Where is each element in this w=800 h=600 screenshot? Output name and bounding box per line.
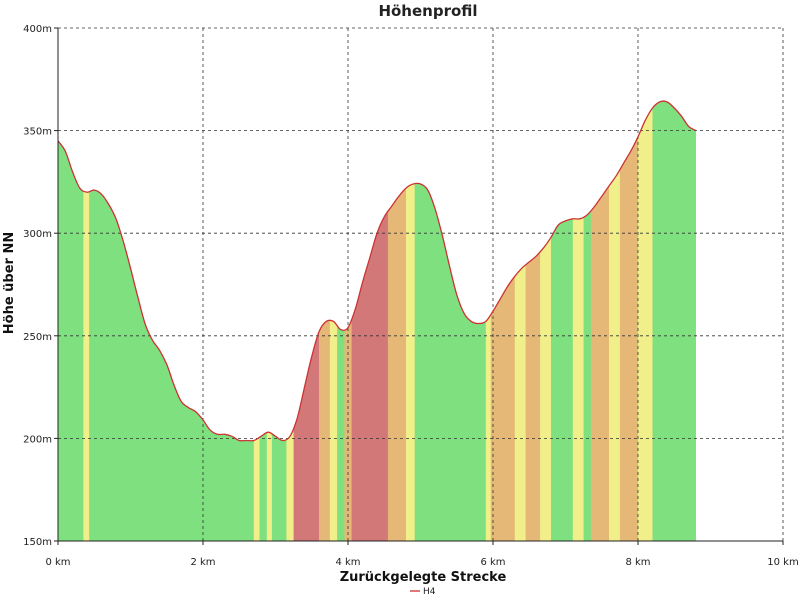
y-tick-label: 150m: [23, 537, 52, 548]
x-tick-label: 10 km: [767, 557, 798, 568]
y-tick-label: 350m: [23, 127, 52, 138]
fill-band-green: [583, 101, 592, 541]
legend-label-h4: H4: [423, 587, 436, 597]
x-axis-ticks: 0 km 2 km 4 km 6 km 8 km 10 km: [45, 541, 799, 568]
series-line-h4: [57, 100, 697, 442]
chart-title: Höhenprofil: [378, 2, 477, 20]
fill-band-yellow: [406, 101, 416, 541]
fill-band-yellow: [514, 101, 527, 541]
y-tick-label: 250m: [23, 332, 52, 343]
grid: [58, 27, 784, 541]
y-tick-label: 200m: [23, 434, 52, 445]
fill-band-orange: [619, 101, 639, 541]
x-tick-label: 2 km: [190, 557, 215, 568]
x-tick-label: 4 km: [335, 557, 360, 568]
fill-band-orange: [590, 101, 610, 541]
axes: [57, 28, 783, 542]
fill-band-yellow: [572, 101, 585, 541]
fill-band-yellow: [540, 101, 552, 541]
y-axis-title: Höhe über NN: [2, 232, 17, 334]
y-tick-label: 400m: [23, 24, 52, 35]
fill-band-yellow: [638, 101, 654, 541]
x-tick-label: 8 km: [625, 557, 650, 568]
fill-band-yellow: [609, 101, 621, 541]
y-axis-ticks: 150m 200m 250m 300m 350m 400m: [23, 24, 58, 548]
x-tick-label: 0 km: [45, 557, 70, 568]
fill-band-orange: [387, 101, 407, 541]
x-axis-title: Zurückgelegte Strecke: [340, 570, 507, 585]
x-tick-label: 6 km: [480, 557, 505, 568]
fill-band-yellow: [485, 101, 492, 541]
legend: H4: [410, 587, 436, 597]
y-tick-label: 300m: [23, 229, 52, 240]
fill-band-green: [652, 101, 696, 541]
fill-band-yellow: [83, 101, 90, 541]
